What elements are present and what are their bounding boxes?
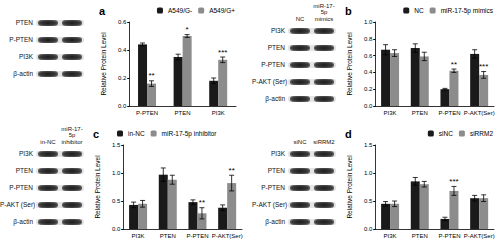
html-text:siRRM2: siRRM2	[313, 138, 335, 145]
svg-text:Relative Protein Level: Relative Protein Level	[346, 155, 353, 219]
svg-text:b: b	[345, 5, 352, 17]
svg-text:0.0: 0.0	[364, 103, 373, 109]
svg-text:P-PTEN: P-PTEN	[438, 110, 460, 116]
svg-text:miR-17-5p inhibitor: miR-17-5p inhibitor	[162, 130, 218, 138]
svg-text:A549/G-: A549/G-	[168, 7, 192, 14]
svg-text:Relative Protein Level: Relative Protein Level	[346, 32, 353, 96]
html-text:PTEN: PTEN	[267, 167, 285, 174]
svg-text:PI3K: PI3K	[212, 110, 225, 116]
svg-text:1.0: 1.0	[112, 170, 121, 176]
svg-text:1.5: 1.5	[112, 142, 121, 148]
html-text:β-actin: β-actin	[13, 218, 33, 225]
svg-text:0.0: 0.0	[364, 226, 373, 232]
html-text:in-NC: in-NC	[40, 138, 56, 145]
svg-text:0.2: 0.2	[118, 75, 127, 81]
svg-text:**: **	[229, 166, 235, 175]
svg-text:a: a	[99, 5, 106, 17]
html-text:P-PTEN: P-PTEN	[261, 184, 285, 191]
html-text:miR-17-5p mimics: miR-17-5p mimics	[313, 2, 335, 22]
svg-text:1.5: 1.5	[364, 142, 373, 148]
html-text:β-actin: β-actin	[265, 95, 285, 102]
svg-text:P-AKT(Ser): P-AKT(Ser)	[212, 233, 243, 239]
svg-text:PTEN: PTEN	[160, 233, 176, 239]
svg-text:1.0: 1.0	[364, 170, 373, 176]
html-text:P-PTEN: P-PTEN	[261, 61, 285, 68]
svg-text:**: **	[451, 60, 457, 69]
svg-text:Relative Protein Level: Relative Protein Level	[94, 155, 101, 219]
svg-text:**: **	[148, 71, 154, 80]
svg-text:1.0: 1.0	[364, 19, 373, 25]
svg-text:PI3K: PI3K	[384, 110, 397, 116]
svg-text:PTEN: PTEN	[412, 233, 428, 239]
html-text:NC: NC	[295, 15, 305, 22]
svg-text:0.2: 0.2	[364, 86, 373, 92]
svg-text:*: *	[186, 25, 189, 34]
svg-text:0.5: 0.5	[364, 198, 373, 204]
svg-text:0.8: 0.8	[364, 36, 373, 42]
svg-text:siRRM2: siRRM2	[470, 130, 493, 137]
html-text:PI3K: PI3K	[270, 27, 285, 34]
html-text:PI3K: PI3K	[270, 150, 285, 157]
svg-text:miR-17-5p mimics: miR-17-5p mimics	[441, 7, 494, 15]
svg-text:***: ***	[218, 48, 227, 57]
svg-text:siNC: siNC	[439, 130, 453, 137]
svg-text:PI3K: PI3K	[384, 233, 397, 239]
svg-text:P-AKT(Ser): P-AKT(Ser)	[464, 110, 495, 116]
svg-text:0.0: 0.0	[118, 103, 127, 109]
html-text:P-PTEN: P-PTEN	[9, 184, 33, 191]
html-text:PTEN: PTEN	[15, 167, 33, 174]
html-text:miR-17-5p inhibitor: miR-17-5p inhibitor	[61, 125, 83, 145]
svg-text:0.5: 0.5	[112, 198, 121, 204]
html-text:PI3K: PI3K	[18, 150, 33, 157]
svg-text:**: **	[199, 198, 205, 207]
html-text:β-actin: β-actin	[13, 70, 33, 77]
html-text:β-actin: β-actin	[265, 218, 285, 225]
svg-text:PTEN: PTEN	[175, 110, 191, 116]
html-text:P-AKT (Ser): P-AKT (Ser)	[0, 201, 36, 208]
svg-text:PI3K: PI3K	[132, 233, 145, 239]
html-text:P-PTEN: P-PTEN	[9, 36, 33, 43]
svg-text:0.0: 0.0	[112, 226, 121, 232]
svg-text:in-NC: in-NC	[128, 130, 145, 137]
html-text:PTEN: PTEN	[15, 19, 33, 26]
svg-text:P-PTEN: P-PTEN	[136, 110, 158, 116]
svg-text:Relative Protein Level: Relative Protein Level	[100, 32, 107, 96]
svg-text:0.6: 0.6	[118, 19, 127, 25]
svg-text:PTEN: PTEN	[412, 110, 428, 116]
html-text:PI3K: PI3K	[18, 53, 33, 60]
html-text:P-AKT (Ser): P-AKT (Ser)	[252, 78, 288, 85]
svg-text:0.4: 0.4	[118, 47, 127, 53]
svg-text:P-PTEN: P-PTEN	[186, 233, 208, 239]
svg-text:P-PTEN: P-PTEN	[438, 233, 460, 239]
html-text:P-AKT (Ser): P-AKT (Ser)	[252, 201, 288, 208]
svg-text:d: d	[345, 128, 352, 140]
svg-text:c: c	[93, 128, 99, 140]
svg-text:P-AKT(Ser): P-AKT(Ser)	[464, 233, 495, 239]
svg-text:***: ***	[449, 177, 458, 186]
svg-text:***: ***	[479, 62, 488, 71]
svg-text:A549/G+: A549/G+	[209, 7, 235, 14]
html-text:PTEN: PTEN	[267, 44, 285, 51]
svg-text:0.4: 0.4	[364, 69, 373, 75]
svg-text:NC: NC	[414, 7, 424, 14]
html-text:siNC: siNC	[293, 138, 307, 145]
svg-text:0.6: 0.6	[364, 53, 373, 59]
